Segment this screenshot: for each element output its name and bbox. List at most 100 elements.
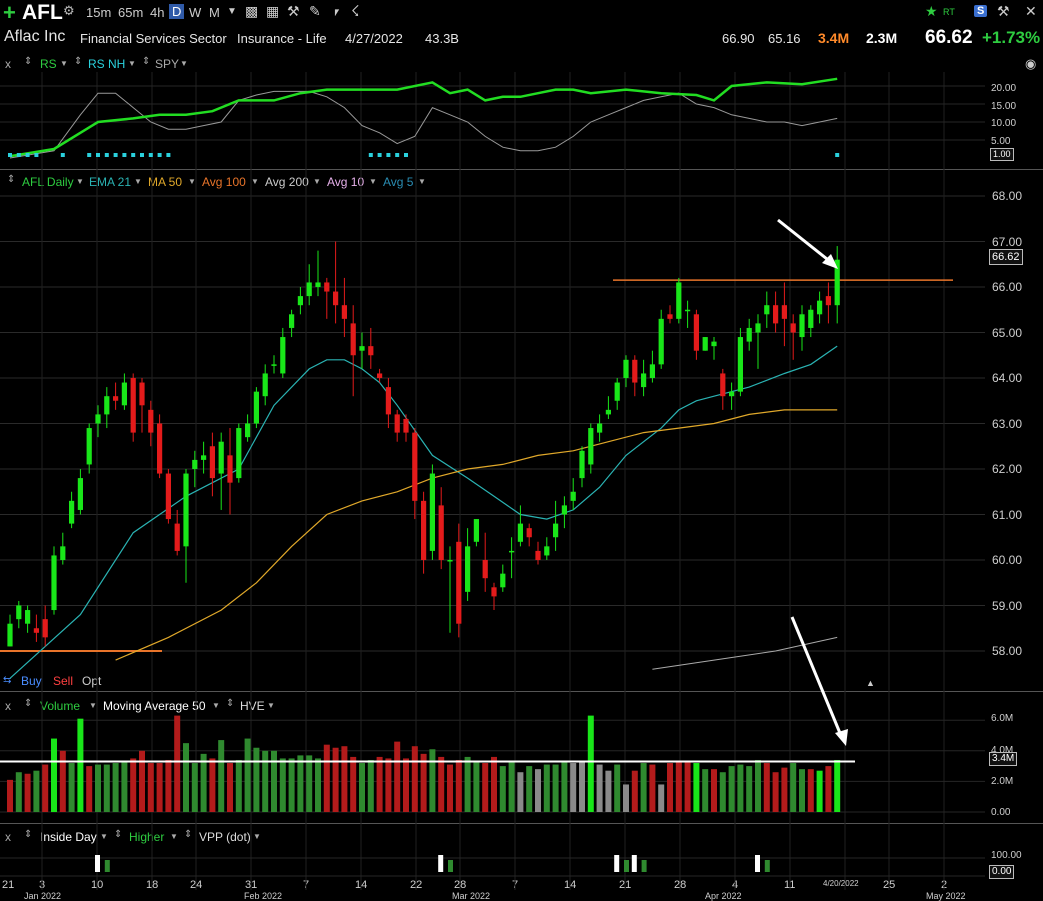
sell-button[interactable]: Sell [53, 674, 74, 688]
volume-panel-separator[interactable] [0, 823, 1043, 824]
rt-icon[interactable]: RT [943, 7, 955, 17]
afl-daily-label[interactable]: AFL Daily [22, 175, 74, 189]
rs-nh-label[interactable]: RS NH [88, 57, 126, 71]
vol-ma50-label[interactable]: Moving Average 50 [103, 699, 206, 713]
vpp-chevron-icon[interactable]: ▼ [253, 832, 261, 841]
candle-body [236, 428, 242, 479]
rs-current-value: 1.00 [990, 148, 1014, 161]
vpp-updown-icon[interactable]: ⇕ [184, 829, 193, 840]
calculator-icon[interactable]: ▦ [266, 3, 280, 19]
wrench-icon[interactable]: ⚒ [997, 3, 1010, 19]
pattern-close-icon[interactable]: x [5, 830, 11, 844]
ma50-label[interactable]: MA 50 [148, 175, 183, 189]
spy-label[interactable]: SPY [155, 57, 180, 71]
avg5-chevron-icon[interactable]: ▼ [418, 177, 426, 186]
spy-updown-icon[interactable]: ⇕ [142, 56, 151, 67]
collapse-arrow-icon[interactable]: ▲ [866, 678, 875, 688]
candle-body [297, 296, 303, 306]
spy-chevron-icon[interactable]: ▼ [180, 59, 188, 68]
gear-icon[interactable]: ⚙ [63, 3, 75, 18]
candle-body [764, 305, 770, 315]
ema21-label[interactable]: EMA 21 [89, 175, 132, 189]
volume-close-icon[interactable]: x [5, 699, 11, 713]
avg100-label[interactable]: Avg 100 [202, 175, 246, 189]
candle-body [676, 282, 682, 319]
tf-65m[interactable]: 65m [118, 5, 144, 20]
candle-body [377, 373, 383, 378]
avg10-label[interactable]: Avg 10 [327, 175, 365, 189]
inside-day-chevron-icon[interactable]: ▼ [100, 832, 108, 841]
volume-bar [561, 761, 568, 812]
edit-icon[interactable]: ✎ [309, 3, 321, 19]
tag-icon[interactable]: ⎖ [331, 3, 343, 19]
price-current-value: 66.62 [989, 249, 1023, 265]
expand-icon[interactable]: ⇆ [3, 675, 12, 686]
price-axis-label: 66.00 [992, 280, 1023, 294]
rs-label[interactable]: RS [40, 57, 57, 71]
candle-body [385, 387, 391, 415]
volume-chevron-icon[interactable]: ▼ [89, 701, 97, 710]
close-icon[interactable]: ✕ [1025, 3, 1037, 19]
rs-close-icon[interactable]: x [5, 57, 11, 71]
volume-updown-icon[interactable]: ⇕ [24, 698, 33, 709]
tf-w[interactable]: W [189, 5, 202, 20]
ema21-line [9, 345, 838, 679]
volume-bar [156, 763, 163, 812]
hve-label[interactable]: HVE [240, 699, 265, 713]
tf-4h[interactable]: 4h [150, 5, 165, 20]
afl-daily-chevron-icon[interactable]: ▼ [76, 177, 84, 186]
hve-chevron-icon[interactable]: ▼ [267, 701, 275, 710]
rs-nh-dot [104, 153, 109, 157]
share-icon[interactable]: ☇ [351, 3, 360, 20]
pencil-icon[interactable]: ⚒ [287, 3, 300, 19]
rs-nh-dot [8, 153, 12, 157]
candle-body [535, 550, 541, 560]
inside-day-bar [614, 855, 620, 872]
symbol-label[interactable]: AFL [22, 1, 63, 24]
avg5-label[interactable]: Avg 5 [383, 175, 414, 189]
rs-panel-separator[interactable] [0, 169, 1043, 170]
candle-body [7, 623, 13, 647]
vol-ma50-chevron-icon[interactable]: ▼ [212, 701, 220, 710]
volume-label[interactable]: Volume [40, 699, 81, 713]
dropdown-chevron-icon[interactable]: ▼ [227, 6, 237, 17]
s-icon[interactable]: S [974, 5, 988, 17]
ema21-chevron-icon[interactable]: ▼ [134, 177, 142, 186]
rs-nh-updown-icon[interactable]: ⇕ [74, 56, 83, 67]
avg200-label[interactable]: Avg 200 [265, 175, 309, 189]
candle-body [685, 309, 691, 312]
afl-daily-updown-icon[interactable]: ⇕ [7, 174, 16, 185]
rs-chevron-icon[interactable]: ▼ [60, 59, 68, 68]
price-panel-separator[interactable] [0, 691, 1043, 692]
tf-m[interactable]: M [209, 5, 220, 20]
tf-15m[interactable]: 15m [86, 5, 112, 20]
inside-day-updown-icon[interactable]: ⇕ [24, 829, 33, 840]
candle-body [614, 382, 620, 401]
buy-button[interactable]: Buy [21, 674, 42, 688]
star-icon[interactable]: ★ [925, 3, 938, 19]
higher-label[interactable]: Higher [129, 830, 165, 844]
avg100-chevron-icon[interactable]: ▼ [251, 177, 259, 186]
rs-updown-icon[interactable]: ⇕ [24, 56, 33, 67]
vpp-label[interactable]: VPP (dot) [199, 830, 251, 844]
candle-body [42, 619, 48, 638]
higher-chevron-icon[interactable]: ▼ [170, 832, 178, 841]
ma50-chevron-icon[interactable]: ▼ [188, 177, 196, 186]
plus-icon[interactable]: + [3, 0, 16, 25]
inside-day-label[interactable]: Inside Day [40, 830, 97, 844]
tv-icon[interactable]: ▩ [245, 3, 259, 19]
avg10-chevron-icon[interactable]: ▼ [369, 177, 377, 186]
candle-body [139, 382, 145, 406]
rs-nh-chevron-icon[interactable]: ▼ [128, 59, 136, 68]
tf-d[interactable]: D [169, 4, 185, 19]
volume-bar [350, 756, 357, 812]
volume-bar [121, 761, 128, 812]
higher-updown-icon[interactable]: ⇕ [114, 829, 123, 840]
hve-updown-icon[interactable]: ⇕ [226, 698, 235, 709]
candle-body [130, 378, 136, 433]
palette-icon[interactable]: ◉ [1025, 56, 1037, 71]
rs-nh-dot [835, 153, 840, 157]
rs-nh-dot [395, 153, 400, 157]
avg200-chevron-icon[interactable]: ▼ [313, 177, 321, 186]
